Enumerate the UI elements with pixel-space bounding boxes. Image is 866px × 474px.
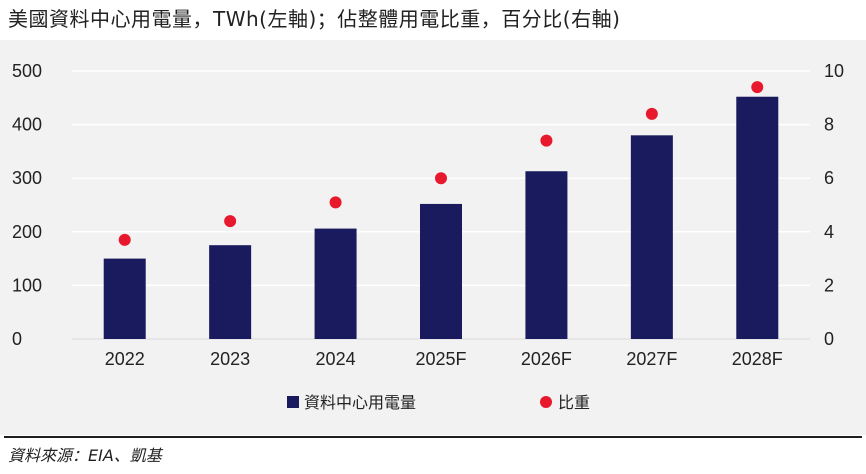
dot-2024 (329, 196, 342, 209)
x-tick-label: 2027F (626, 349, 677, 369)
legend-dot-swatch (540, 396, 552, 408)
legend-dot-label: 比重 (558, 393, 590, 412)
bar-2024 (314, 228, 357, 339)
dot-2025F (435, 172, 447, 185)
dot-2023 (224, 215, 237, 228)
legend-bar-swatch (287, 396, 299, 408)
right-tick-label: 8 (824, 115, 834, 135)
dot-2026F (540, 134, 553, 147)
dot-series (118, 81, 764, 246)
legend-bar-label: 資料中心用電量 (304, 393, 416, 412)
bar-2022 (103, 258, 146, 339)
left-tick-label: 0 (12, 329, 22, 349)
dot-2027F (645, 107, 658, 120)
dot-2022 (118, 233, 131, 246)
x-tick-label: 2023 (210, 349, 250, 369)
bar-2028F (736, 96, 779, 339)
right-tick-label: 10 (824, 61, 844, 81)
left-axis-ticks: 0 100 200 300 400 500 (12, 61, 42, 349)
legend: 資料中心用電量 比重 (287, 393, 590, 412)
left-tick-label: 100 (12, 275, 42, 295)
x-tick-label: 2028F (732, 349, 783, 369)
x-tick-label: 2022 (105, 349, 145, 369)
bar-series (103, 96, 779, 339)
right-tick-label: 6 (824, 168, 834, 188)
x-tick-label: 2025F (415, 349, 466, 369)
right-tick-label: 2 (824, 275, 834, 295)
bar-2027F (630, 135, 673, 339)
chart-panel: 0 100 200 300 400 500 0 2 4 6 8 10 2022 2023 2024 202… (0, 40, 866, 435)
right-tick-label: 0 (824, 329, 834, 349)
left-tick-label: 300 (12, 168, 42, 188)
bottom-rule (4, 436, 862, 438)
chart-title: 美國資料中心用電量，TWh(左軸)；佔整體用電比重，百分比(右軸) (8, 7, 621, 31)
right-axis-ticks: 0 2 4 6 8 10 (824, 61, 844, 349)
left-tick-label: 500 (12, 61, 42, 81)
bar-2023 (209, 245, 252, 339)
left-tick-label: 200 (12, 222, 42, 242)
bar-2025F (420, 203, 462, 339)
dot-2028F (751, 81, 764, 94)
source-note: 資料來源：EIA、凱基 (8, 446, 162, 465)
bar-2026F (525, 171, 568, 339)
x-tick-label: 2024 (316, 349, 356, 369)
x-axis-ticks: 2022 2023 2024 2025F 2026F 2027F 2028F (105, 349, 783, 369)
left-tick-label: 400 (12, 115, 42, 135)
right-tick-label: 4 (824, 222, 834, 242)
x-tick-label: 2026F (521, 349, 572, 369)
